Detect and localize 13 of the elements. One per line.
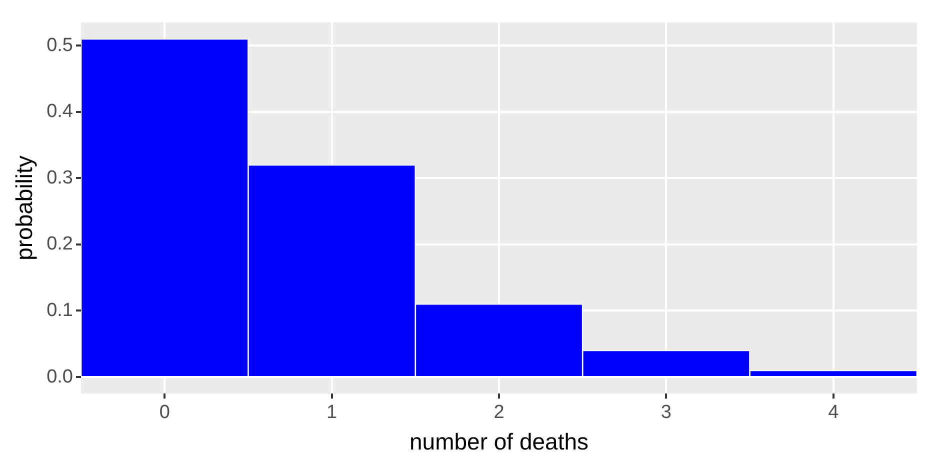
- y-tick-label: 0.1: [46, 300, 74, 321]
- x-tick-label: 0: [159, 402, 170, 424]
- x-tick-label: 3: [660, 402, 672, 424]
- y-tick-label: 0.2: [46, 234, 74, 255]
- y-tick-label: 0.3: [46, 167, 74, 188]
- x-axis-title: number of deaths: [410, 428, 589, 455]
- x-tick-label: 4: [828, 402, 840, 424]
- y-tick-label: 0.0: [46, 366, 74, 388]
- y-axis-title: probability: [11, 155, 38, 260]
- x-tick-label: 2: [494, 402, 504, 424]
- y-tick-label: 0.5: [46, 34, 74, 56]
- x-tick-label: 1: [326, 402, 338, 424]
- y-tick-label: 0.4: [46, 101, 74, 122]
